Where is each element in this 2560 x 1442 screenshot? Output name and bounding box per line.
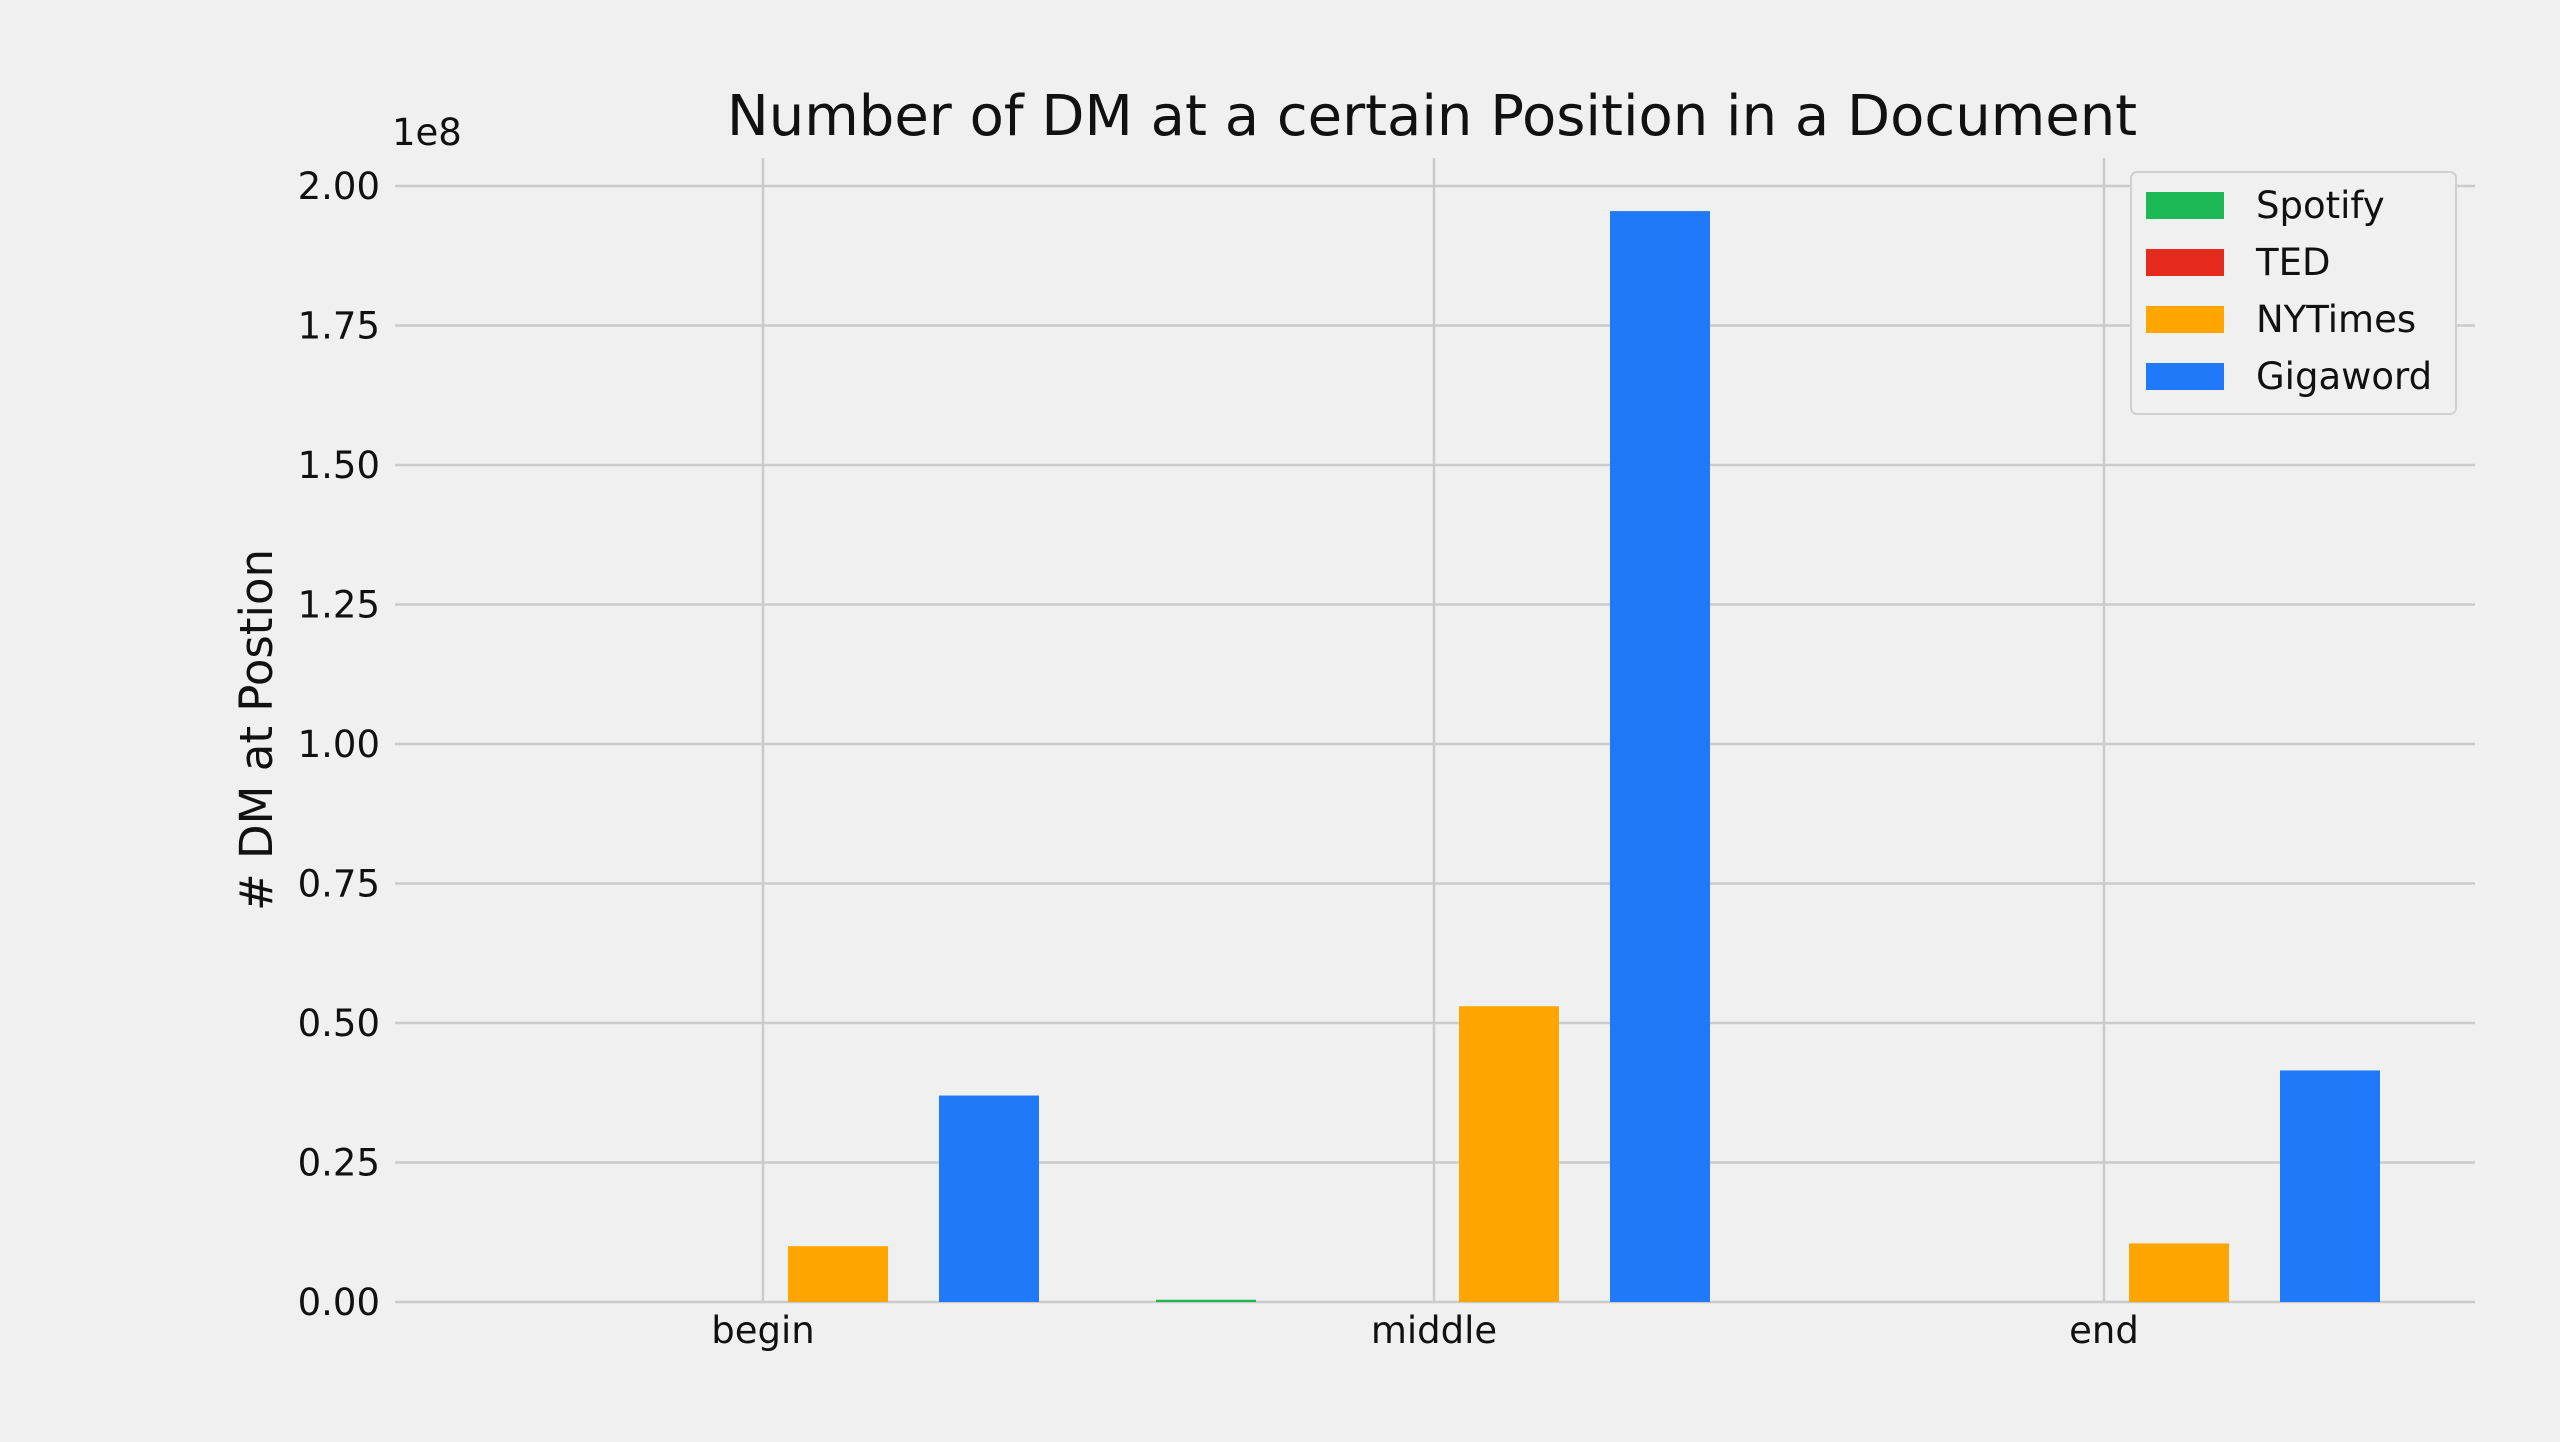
y-tick-label: 1.50 [298, 444, 380, 487]
legend-label-ted: TED [2255, 241, 2330, 284]
y-tick-label: 1.00 [298, 723, 380, 766]
bar-spotify-middle [1156, 1299, 1256, 1302]
bar-nytimes-middle [1459, 1006, 1559, 1302]
bar-nytimes-begin [788, 1246, 888, 1302]
x-tick-label: begin [711, 1309, 814, 1352]
y-tick-label: 1.75 [298, 305, 380, 348]
legend-box [2130, 171, 2457, 415]
legend-label-spotify: Spotify [2256, 184, 2385, 227]
x-tick-label: end [2069, 1309, 2139, 1352]
bar-gigaword-begin [939, 1095, 1039, 1302]
grid-layer [395, 158, 2475, 1304]
y-tick-label: 0.25 [298, 1142, 380, 1185]
legend-label-nytimes: NYTimes [2256, 298, 2416, 341]
y-axis-offset-label: 1e8 [392, 111, 462, 154]
y-axis-label: # DM at Postion [230, 549, 283, 911]
bar-gigaword-middle [1610, 211, 1710, 1303]
y-tick-label: 1.25 [298, 584, 380, 627]
y-tick-label: 0.50 [298, 1002, 380, 1045]
y-tick-label: 0.00 [298, 1281, 380, 1324]
legend-swatch-gigaword [2146, 363, 2224, 390]
legend-label-gigaword: Gigaword [2256, 355, 2432, 398]
chart-title: Number of DM at a certain Position in a … [727, 84, 2137, 149]
legend-swatch-nytimes [2146, 306, 2224, 333]
legend-swatch-ted [2146, 249, 2224, 276]
bar-nytimes-end [2129, 1243, 2229, 1302]
y-tick-label: 2.00 [298, 165, 380, 208]
axis-layer: 0.00 0.25 0.50 0.75 1.00 1.25 1.50 1.75 2.00 begi… [298, 165, 2139, 1352]
legend-swatch-spotify [2146, 192, 2224, 219]
bars-layer [788, 211, 2380, 1303]
x-tick-label: middle [1371, 1309, 1497, 1352]
y-tick-label: 0.75 [298, 863, 380, 906]
bar-gigaword-end [2280, 1070, 2380, 1302]
legend: Spotify TED NYTimes Gigaword [2130, 171, 2457, 415]
